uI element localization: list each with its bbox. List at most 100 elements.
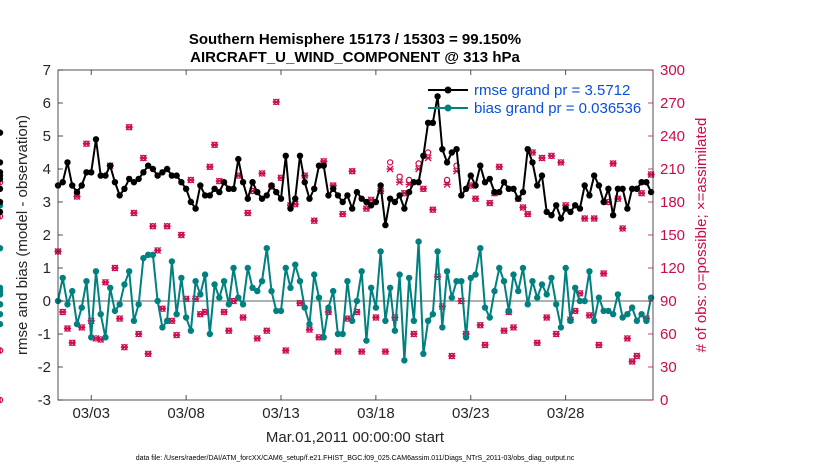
y-right-tick-label: 240	[660, 128, 685, 145]
series-bias-point	[149, 251, 157, 258]
series-bias-point	[121, 281, 128, 288]
obs-assimilated-marker	[429, 206, 437, 214]
series-rmse-point	[534, 182, 541, 189]
series-bias-point	[277, 307, 285, 315]
series-bias-point	[239, 301, 247, 308]
obs-assimilated-marker	[225, 327, 233, 335]
series-bias-point	[633, 317, 641, 324]
series-bias-point	[268, 287, 275, 295]
series-bias-point	[614, 291, 622, 298]
series-rmse-point	[633, 185, 641, 192]
obs-assimilated-marker	[419, 185, 427, 193]
series-rmse-point	[325, 192, 332, 199]
series-bias-point	[353, 297, 361, 305]
obs-assimilated-marker	[381, 348, 389, 356]
series-bias-point	[173, 311, 180, 318]
series-bias-point	[348, 317, 356, 324]
series-bias-point	[0, 291, 4, 298]
series-bias-point	[386, 284, 394, 291]
series-bias-point	[548, 274, 555, 282]
obs-assimilated-marker	[524, 210, 532, 218]
chart-title: Southern Hemisphere 15173 / 15303 = 99.1…	[189, 31, 521, 48]
obs-assimilated-marker	[210, 141, 219, 149]
series-rmse-point	[439, 146, 446, 153]
obs-assimilated-marker	[481, 341, 489, 349]
obs-assimilated-marker	[173, 331, 181, 339]
series-rmse-point	[339, 198, 346, 206]
series-bias-point	[0, 301, 4, 308]
obs-assimilated-marker	[59, 308, 67, 316]
y-right-tick-label: 0	[660, 392, 668, 409]
series-bias-point	[415, 238, 422, 245]
series-bias-point	[0, 320, 4, 328]
series-rmse-point	[83, 169, 90, 176]
series-bias-point	[358, 268, 365, 275]
series-bias-point	[605, 307, 612, 315]
y-tick-label: -1	[38, 326, 51, 343]
series-bias-point	[306, 320, 313, 328]
y-tick-label: -3	[38, 392, 51, 409]
series-bias-point	[83, 278, 90, 285]
series-rmse-point	[211, 185, 218, 192]
series-bias-point	[557, 324, 565, 331]
series-bias-point	[496, 264, 503, 272]
series-rmse-point	[590, 172, 598, 179]
series-bias-point	[434, 248, 441, 255]
obs-assimilated-marker	[63, 325, 72, 332]
series-bias-point	[97, 311, 104, 318]
series-rmse-point	[244, 195, 251, 202]
series-bias-point	[197, 291, 204, 298]
series-rmse-point	[472, 182, 479, 189]
series-bias-point	[144, 251, 152, 258]
series-rmse-point	[258, 195, 266, 202]
series-bias-point	[296, 278, 304, 285]
obs-assimilated-marker	[358, 348, 366, 356]
series-bias-point	[182, 314, 190, 321]
series-rmse-point	[519, 188, 527, 196]
series-bias-point	[377, 248, 384, 255]
series-bias-point	[472, 271, 479, 278]
series-bias-point	[116, 301, 123, 308]
series-bias-point	[230, 264, 237, 272]
series-rmse-point	[230, 185, 237, 192]
series-rmse-point	[377, 182, 384, 189]
series-bias-point	[529, 278, 536, 285]
series-bias-point	[140, 254, 147, 262]
series-bias-point	[287, 284, 294, 291]
series-rmse-point	[562, 205, 569, 212]
series-bias-point	[458, 278, 465, 285]
obs-possible-marker	[0, 179, 4, 186]
series-rmse-point	[92, 136, 100, 143]
series-rmse-point	[477, 162, 484, 169]
series-bias-point	[391, 327, 399, 334]
obs-assimilated-marker	[557, 158, 565, 166]
y-right-tick-label: 210	[660, 161, 685, 178]
obs-assimilated-marker	[471, 195, 480, 203]
obs-assimilated-marker	[623, 334, 631, 342]
y-right-tick-label: 180	[660, 194, 685, 211]
series-bias-point	[624, 311, 631, 318]
series-rmse-point	[78, 182, 85, 189]
series-rmse-point	[197, 182, 204, 189]
series-bias-point	[477, 245, 484, 252]
series-bias-point	[443, 268, 451, 275]
series-bias-point	[206, 330, 214, 338]
series-bias-point	[88, 334, 95, 341]
series-bias-point	[344, 278, 351, 285]
series-bias-point	[401, 357, 408, 364]
series-rmse-point	[348, 205, 356, 212]
series-bias-point	[481, 304, 489, 311]
obs-assimilated-marker	[149, 222, 157, 230]
obs-assimilated-marker	[154, 246, 162, 254]
series-rmse-point	[396, 192, 403, 199]
series-bias-point	[325, 304, 332, 311]
series-rmse-point	[292, 195, 299, 202]
series-bias-point	[600, 307, 607, 315]
series-rmse-point	[163, 165, 171, 173]
y-right-axis-label: # of obs: o=possible; ×=assimilated	[693, 118, 710, 353]
y-tick-label: 2	[43, 227, 51, 244]
obs-assimilated-marker	[206, 163, 214, 171]
series-rmse-point	[372, 198, 380, 206]
legend-bias-marker	[444, 104, 452, 112]
